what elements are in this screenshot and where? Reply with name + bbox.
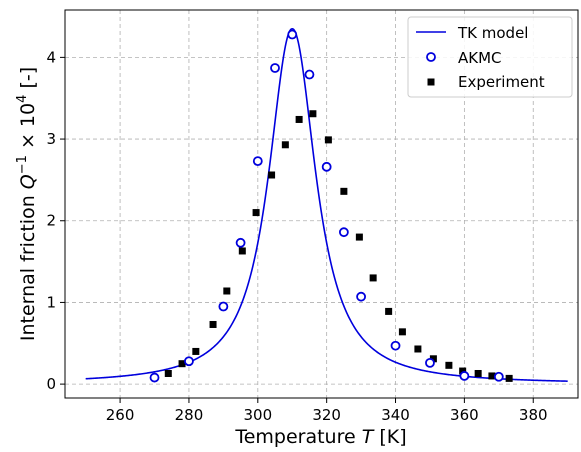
experiment-point: [505, 374, 513, 382]
experiment-point: [429, 355, 437, 363]
akmc-point: [338, 227, 349, 238]
experiment-point: [488, 372, 496, 380]
experiment-point: [369, 274, 377, 282]
experiment-point: [164, 369, 172, 377]
experiment-point: [309, 110, 317, 118]
experiment-point: [295, 115, 303, 123]
experiment-point: [268, 171, 276, 179]
experiment-point: [459, 367, 467, 375]
akmc-point: [287, 29, 298, 40]
x-tick-label: 320: [312, 406, 341, 424]
y-tick-label: 3: [46, 130, 56, 148]
experiment-point: [238, 247, 246, 255]
x-tick-label: 280: [175, 406, 204, 424]
experiment-point: [385, 307, 393, 315]
experiment-point: [398, 328, 406, 336]
experiment-point: [340, 187, 348, 195]
y-tick-label: 4: [46, 48, 56, 66]
plot-frame: [64, 9, 579, 399]
experiment-point: [445, 361, 453, 369]
legend-label-tk-model: TK model: [457, 24, 528, 42]
experiment-point: [178, 360, 186, 368]
experiment-point: [223, 287, 231, 295]
legend: TK model AKMC Experiment: [407, 16, 573, 98]
akmc-point: [184, 356, 194, 367]
legend-label-experiment: Experiment: [458, 73, 545, 91]
akmc-point: [304, 69, 315, 80]
experiment-point: [192, 347, 200, 355]
y-axis-title: Internal friction Q−1 × 104 [-]: [15, 67, 39, 341]
akmc-point: [218, 301, 229, 312]
legend-label-akmc: AKMC: [458, 49, 502, 67]
x-axis-title: Temperature T [K]: [234, 426, 406, 448]
akmc-point: [425, 357, 435, 368]
tk-model-line: [85, 27, 568, 382]
legend-swatch-experiment: [427, 78, 435, 86]
akmc-point: [321, 161, 332, 172]
akmc-point: [493, 371, 504, 382]
experiment-point: [324, 136, 332, 144]
experiment-point: [355, 233, 363, 241]
x-tick-label: 260: [106, 406, 135, 424]
experiment-point: [252, 209, 260, 217]
akmc-point: [459, 371, 470, 381]
akmc-point: [252, 156, 263, 167]
legend-swatch-akmc: [426, 52, 436, 62]
x-tick-label: 380: [519, 406, 548, 424]
y-tick-label: 0: [46, 375, 56, 393]
akmc-point: [390, 340, 401, 351]
experiment-point: [209, 320, 217, 328]
experiment-point: [474, 369, 482, 377]
akmc-point: [149, 372, 160, 383]
experiment-point: [281, 141, 289, 149]
x-tick-label: 340: [381, 406, 410, 424]
y-tick-label: 1: [46, 293, 56, 311]
experiment-point: [414, 345, 422, 353]
akmc-point: [235, 237, 246, 248]
axis-ticks: 260 280 300 320 340 360 380 0 1 2 3 4: [46, 48, 547, 424]
y-tick-label: 2: [46, 212, 56, 230]
x-tick-label: 360: [450, 406, 479, 424]
legend-box: [407, 16, 573, 98]
akmc-point: [356, 291, 366, 302]
x-tick-label: 300: [243, 406, 272, 424]
akmc-point: [270, 63, 280, 73]
plot-series: [85, 27, 568, 383]
